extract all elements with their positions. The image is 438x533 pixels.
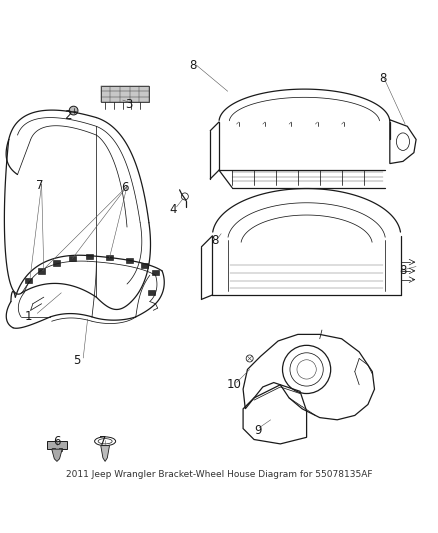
Text: 8: 8	[399, 264, 406, 277]
Bar	[59, 448, 62, 451]
Polygon shape	[101, 86, 149, 102]
Text: 8: 8	[380, 71, 387, 85]
Bar	[126, 258, 133, 263]
Bar	[69, 256, 76, 261]
Text: 8: 8	[211, 233, 218, 247]
Polygon shape	[101, 446, 110, 462]
Text: 1: 1	[25, 310, 32, 324]
Polygon shape	[52, 449, 62, 462]
Text: 3: 3	[126, 98, 133, 111]
Bar	[141, 263, 148, 268]
Bar	[152, 270, 159, 275]
Text: 6: 6	[53, 435, 61, 448]
Text: 4: 4	[169, 203, 177, 216]
Text: 7: 7	[99, 435, 107, 448]
Text: 5: 5	[73, 354, 80, 367]
Bar	[38, 268, 45, 273]
Bar	[106, 255, 113, 260]
Text: 7: 7	[35, 179, 43, 192]
Text: 2: 2	[64, 109, 72, 122]
Circle shape	[69, 106, 78, 115]
Text: 10: 10	[227, 378, 242, 391]
Text: 9: 9	[254, 424, 262, 437]
Bar	[86, 254, 93, 259]
Bar	[47, 441, 67, 449]
Bar	[52, 448, 55, 451]
Bar	[25, 278, 32, 283]
Text: 2011 Jeep Wrangler Bracket-Wheel House Diagram for 55078135AF: 2011 Jeep Wrangler Bracket-Wheel House D…	[66, 470, 372, 479]
Bar	[53, 260, 60, 265]
Text: 6: 6	[121, 181, 129, 194]
Bar	[148, 290, 155, 295]
Text: 8: 8	[189, 59, 196, 71]
